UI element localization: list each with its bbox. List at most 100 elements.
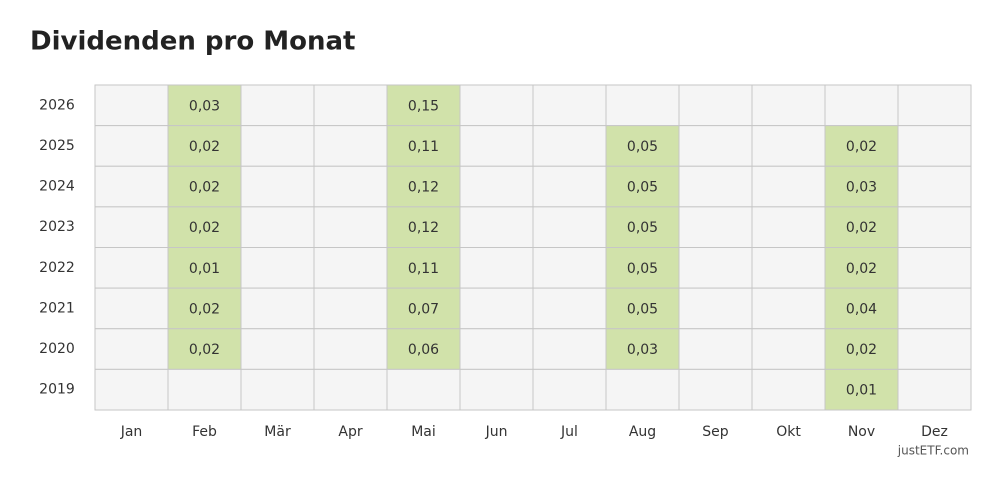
empty-cell (532, 328, 607, 370)
cell-label: 0,06 (408, 342, 439, 358)
empty-cell (94, 287, 169, 330)
cell-label: 0,12 (408, 220, 439, 236)
x-tick-label: Jun (485, 424, 508, 440)
empty-cell (751, 247, 826, 289)
empty-cell (678, 206, 753, 248)
x-tick-label: Aug (629, 424, 656, 440)
cell-label: 0,02 (189, 342, 220, 358)
cell-label: 0,11 (408, 139, 439, 155)
empty-cell (678, 328, 753, 370)
empty-cell (532, 368, 607, 411)
cell (605, 247, 680, 289)
row-label: 2023 (39, 219, 75, 235)
empty-cell (240, 125, 315, 167)
cell (386, 165, 461, 208)
empty-cell (532, 247, 607, 289)
cell (386, 287, 461, 330)
empty-cell (897, 84, 972, 127)
cell (386, 206, 461, 248)
x-tick-label: Mai (411, 424, 436, 440)
empty-cell (313, 368, 388, 411)
cell (824, 206, 899, 248)
cell (167, 328, 242, 370)
empty-cell (897, 165, 972, 208)
cell (824, 247, 899, 289)
empty-cell (240, 328, 315, 370)
empty-cell (751, 206, 826, 248)
cell (605, 328, 680, 370)
empty-cell (459, 84, 534, 127)
empty-cell (94, 368, 169, 411)
empty-cell (94, 247, 169, 289)
empty-cell (459, 328, 534, 370)
x-tick-label: Nov (848, 424, 875, 440)
empty-cell (94, 206, 169, 248)
cell-label: 0,02 (189, 220, 220, 236)
cell (386, 84, 461, 127)
empty-cell (459, 165, 534, 208)
empty-cell (751, 328, 826, 370)
row-label: 2024 (39, 179, 75, 195)
x-tick-label: Jul (560, 424, 578, 440)
empty-cell (824, 84, 899, 127)
empty-cell (313, 247, 388, 289)
empty-cell (751, 84, 826, 127)
cell-label: 0,07 (408, 301, 439, 317)
empty-cell (751, 368, 826, 411)
empty-cell (532, 84, 607, 127)
empty-cell (240, 247, 315, 289)
credit: justETF.com (897, 444, 969, 458)
empty-cell (94, 328, 169, 370)
cell-label: 0,15 (408, 98, 439, 114)
empty-cell (678, 368, 753, 411)
empty-cell (240, 287, 315, 330)
empty-cell (897, 287, 972, 330)
empty-cell (459, 368, 534, 411)
empty-cell (897, 125, 972, 167)
x-tick-label: Mär (264, 424, 291, 440)
cell-label: 0,11 (408, 261, 439, 277)
empty-cell (313, 328, 388, 370)
x-tick-label: Apr (338, 424, 362, 440)
empty-cell (459, 206, 534, 248)
empty-cell (240, 165, 315, 208)
row-label: 2025 (39, 138, 75, 154)
cell-label: 0,01 (189, 261, 220, 277)
empty-cell (678, 125, 753, 167)
cell (824, 165, 899, 208)
empty-cell (897, 206, 972, 248)
empty-cell (459, 287, 534, 330)
cell-label: 0,05 (627, 261, 658, 277)
empty-cell (240, 368, 315, 411)
chart-title: Dividenden pro Monat (30, 27, 355, 57)
x-tick-label: Sep (702, 424, 729, 440)
cell-label: 0,05 (627, 180, 658, 196)
empty-cell (167, 368, 242, 411)
empty-cell (532, 125, 607, 167)
cell-label: 0,02 (189, 180, 220, 196)
cell-label: 0,12 (408, 180, 439, 196)
empty-cell (313, 84, 388, 127)
empty-cell (459, 247, 534, 289)
cell-label: 0,03 (846, 180, 877, 196)
empty-cell (313, 287, 388, 330)
cell-label: 0,02 (846, 220, 877, 236)
cell (167, 84, 242, 127)
empty-cell (897, 247, 972, 289)
row-label: 2026 (39, 97, 75, 113)
cell (167, 287, 242, 330)
empty-cell (751, 287, 826, 330)
empty-cell (751, 165, 826, 208)
x-tick-label: Feb (192, 424, 217, 440)
cell (824, 287, 899, 330)
cell-label: 0,03 (627, 342, 658, 358)
empty-cell (94, 84, 169, 127)
empty-cell (678, 287, 753, 330)
empty-cell (459, 125, 534, 167)
cell-label: 0,05 (627, 139, 658, 155)
cell (386, 247, 461, 289)
cell-label: 0,01 (846, 383, 877, 399)
cell-label: 0,04 (846, 301, 877, 317)
empty-cell (678, 165, 753, 208)
